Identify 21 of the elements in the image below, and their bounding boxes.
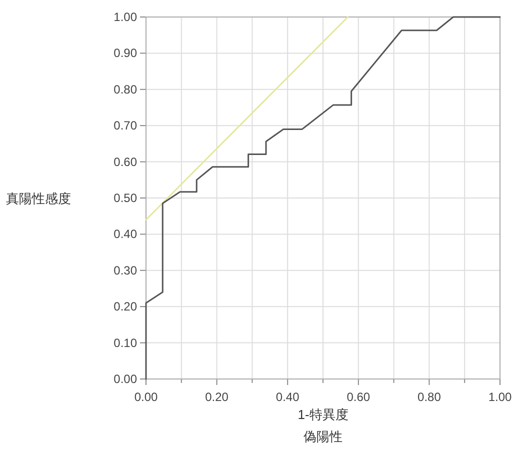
x-tick-label: 0.60: [346, 390, 370, 404]
line-series: [145, 16, 501, 380]
x-tick-label: 0.80: [418, 390, 442, 404]
y-tick-label: 0.60: [114, 154, 138, 169]
y-tick-label: 0.80: [114, 82, 138, 96]
y-tick-label: 0.00: [114, 372, 138, 386]
x-tick-label: 0.20: [205, 390, 229, 404]
x-tick-label: 0.00: [134, 390, 158, 404]
x-tick-label: 1.00: [488, 390, 512, 404]
y-tick-label: 0.90: [114, 46, 138, 60]
x-axis-title: 1-特異度: [298, 407, 348, 422]
y-tick-label: 0.50: [114, 191, 138, 205]
y-axis-title: 真陽性感度: [6, 191, 71, 206]
y-tick-label: 1.00: [114, 10, 138, 24]
y-tick-label: 0.20: [114, 300, 138, 314]
y-tick-label: 0.10: [114, 336, 138, 350]
text: 偽陽性: [304, 429, 342, 444]
y-tick-label: 0.70: [114, 118, 138, 133]
x-tick-label: 0.40: [276, 390, 300, 404]
y-tick-label: 0.30: [114, 263, 138, 278]
y-tick-label: 0.40: [114, 227, 138, 242]
